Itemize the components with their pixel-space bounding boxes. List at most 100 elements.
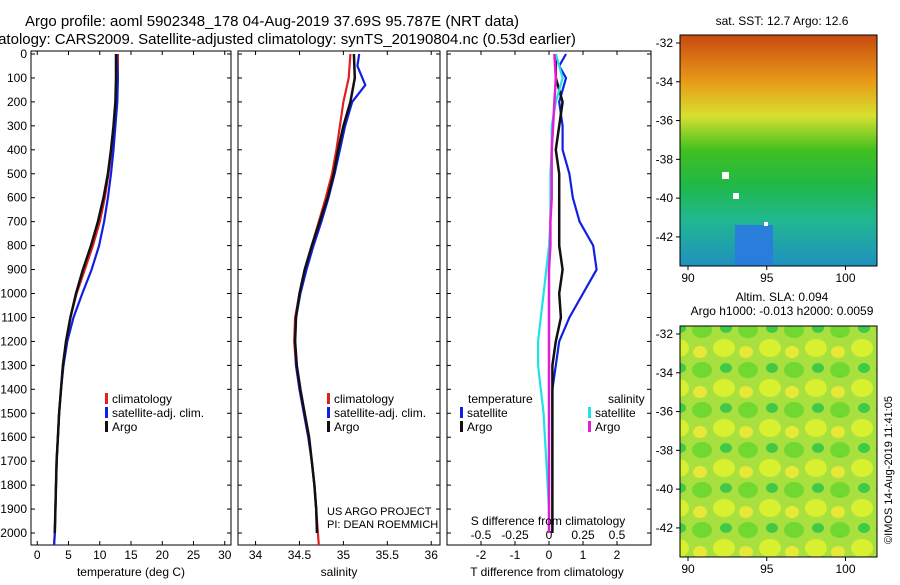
depth-tick-label: 300 — [7, 119, 27, 133]
x-tick-label: 20 — [156, 548, 170, 562]
temperature-frame — [30, 50, 232, 546]
timestamp-stamp: ©IMOS 14-Aug-2019 11:41:05 — [883, 396, 895, 544]
depth-tick-label: 1400 — [0, 382, 27, 396]
x-tick-label: -1 — [510, 548, 521, 562]
sla-map-title-1: Altim. SLA: 0.094 — [736, 290, 829, 304]
sst-cloud-mask — [722, 172, 729, 179]
depth-tick-label: 0 — [20, 47, 27, 61]
sal-legend-climatology-label: climatology — [334, 392, 394, 406]
x-tick-label: 10 — [93, 548, 107, 562]
lat-tick-label: -34 — [656, 75, 674, 89]
salinity-xlabel: salinity — [321, 565, 358, 579]
depth-tick-label: 2000 — [0, 526, 27, 540]
lat-tick-label: -40 — [656, 191, 674, 205]
sst-map-title: sat. SST: 12.7 Argo: 12.6 — [716, 14, 849, 28]
sal-legend-climatology-swatch — [327, 393, 330, 404]
sal-legend-argo-label: Argo — [334, 420, 360, 434]
sal-legend-satellite-swatch — [327, 407, 330, 418]
sal-legend-satellite-label: satellite-adj. clim. — [334, 406, 426, 420]
diff-legend-ssat-label: satellite — [595, 406, 636, 420]
x-tick-label: 25 — [187, 548, 201, 562]
depth-tick-label: 1600 — [0, 430, 27, 444]
depth-tick-label: 1300 — [0, 358, 27, 372]
x-tick-label: 34 — [249, 548, 263, 562]
lat-tick-label: -42 — [656, 230, 674, 244]
sla-map-frame — [679, 325, 878, 558]
x2-tick-label: -0.5 — [471, 528, 492, 542]
x-tick-label: 0 — [34, 548, 41, 562]
credit-line-2: PI: DEAN ROEMMICH — [327, 519, 438, 531]
depth-tick-label: 800 — [7, 239, 27, 253]
x-tick-label: 35 — [337, 548, 351, 562]
temperature-legend: climatology satellite-adj. clim. Argo — [105, 392, 204, 434]
series-line-climatology — [53, 54, 120, 546]
lat-tick-label: -34 — [656, 366, 674, 380]
legend-argo-swatch — [105, 421, 108, 432]
credit-line-1: US ARGO PROJECT — [327, 506, 432, 518]
diff-legend-targo-label: Argo — [467, 420, 493, 434]
lat-tick-label: -36 — [656, 114, 674, 128]
depth-tick-label: 1700 — [0, 454, 27, 468]
sla-map-panel: Altim. SLA: 0.094 Argo h1000: -0.013 h20… — [679, 290, 878, 558]
title-line-1: Argo profile: aoml 5902348_178 04-Aug-20… — [25, 13, 519, 30]
salinity-panel: 34 34.5 35 35.5 36 — [237, 50, 441, 562]
sst-map-frame — [679, 34, 878, 267]
depth-tick-label: 1900 — [0, 502, 27, 516]
series-line-temperature-argo — [551, 54, 564, 533]
lat-tick-label: -38 — [656, 152, 674, 166]
lat-tick-label: -32 — [656, 327, 674, 341]
lon-tick-label: 100 — [835, 562, 855, 576]
diff-legend-temperature: temperature — [468, 392, 533, 406]
x-tick-label: -2 — [476, 548, 487, 562]
lat-tick-label: -38 — [656, 443, 674, 457]
depth-tick-label: 1200 — [0, 334, 27, 348]
series-line-satellite-adj-clim- — [293, 53, 367, 534]
depth-tick-label: 100 — [7, 71, 27, 85]
diff-legend-ssat-swatch — [588, 407, 591, 418]
lon-tick-label: 90 — [681, 562, 695, 576]
x-tick-label: 36 — [425, 548, 439, 562]
x-tick-label: 1 — [580, 548, 587, 562]
depth-tick-label: 900 — [7, 263, 27, 277]
lat-tick-label: -36 — [656, 405, 674, 419]
diff-legend-sargo-swatch — [588, 421, 591, 432]
depth-tick-label: 600 — [7, 191, 27, 205]
diff-legend-sargo-label: Argo — [595, 420, 621, 434]
x-tick-label: 5 — [65, 548, 72, 562]
depth-tick-label: 1000 — [0, 287, 27, 301]
x-tick-label: 34.5 — [288, 548, 312, 562]
lat-tick-label: -32 — [656, 36, 674, 50]
difference-legend: temperature satellite Argo salinity sate… — [460, 392, 645, 434]
x2-tick-label: -0.25 — [501, 528, 529, 542]
x2-tick-label: 0.25 — [571, 528, 595, 542]
lon-tick-label: 90 — [681, 271, 695, 285]
depth-tick-label: 400 — [7, 143, 27, 157]
lon-tick-label: 95 — [760, 271, 774, 285]
sst-cloud-mask — [733, 193, 739, 199]
x-tick-label: 2 — [614, 548, 621, 562]
x-tick-label: 0 — [546, 548, 553, 562]
x-tick-label: 15 — [124, 548, 138, 562]
legend-argo-label: Argo — [112, 420, 138, 434]
x-tick-label: 35.5 — [376, 548, 400, 562]
sal-legend-argo-swatch — [327, 421, 330, 432]
depth-tick-label: 1800 — [0, 478, 27, 492]
series-line-salinity-argo — [547, 53, 558, 533]
series-line-argo — [293, 53, 357, 534]
title-line-2: Climatology: CARS2009. Satellite-adjuste… — [0, 31, 576, 48]
difference-xlabel: T difference from climatology — [470, 565, 624, 579]
lat-tick-label: -40 — [656, 482, 674, 496]
difference-panel: -2 -1 0 1 2 -0.5 -0.25 0 0.25 0.5 — [446, 50, 652, 562]
sla-map-image — [680, 326, 877, 557]
legend-climatology-label: climatology — [112, 392, 172, 406]
depth-tick-label: 700 — [7, 215, 27, 229]
diff-legend-tsat-label: satellite — [467, 406, 508, 420]
legend-satellite-swatch — [105, 407, 108, 418]
legend-satellite-label: satellite-adj. clim. — [112, 406, 204, 420]
x-tick-label: 30 — [218, 548, 232, 562]
temperature-xlabel: temperature (deg C) — [77, 565, 185, 579]
depth-tick-label: 1500 — [0, 406, 27, 420]
depth-tick-label: 1100 — [1, 310, 27, 324]
sst-map-panel: sat. SST: 12.7 Argo: 12.6 — [679, 14, 878, 267]
